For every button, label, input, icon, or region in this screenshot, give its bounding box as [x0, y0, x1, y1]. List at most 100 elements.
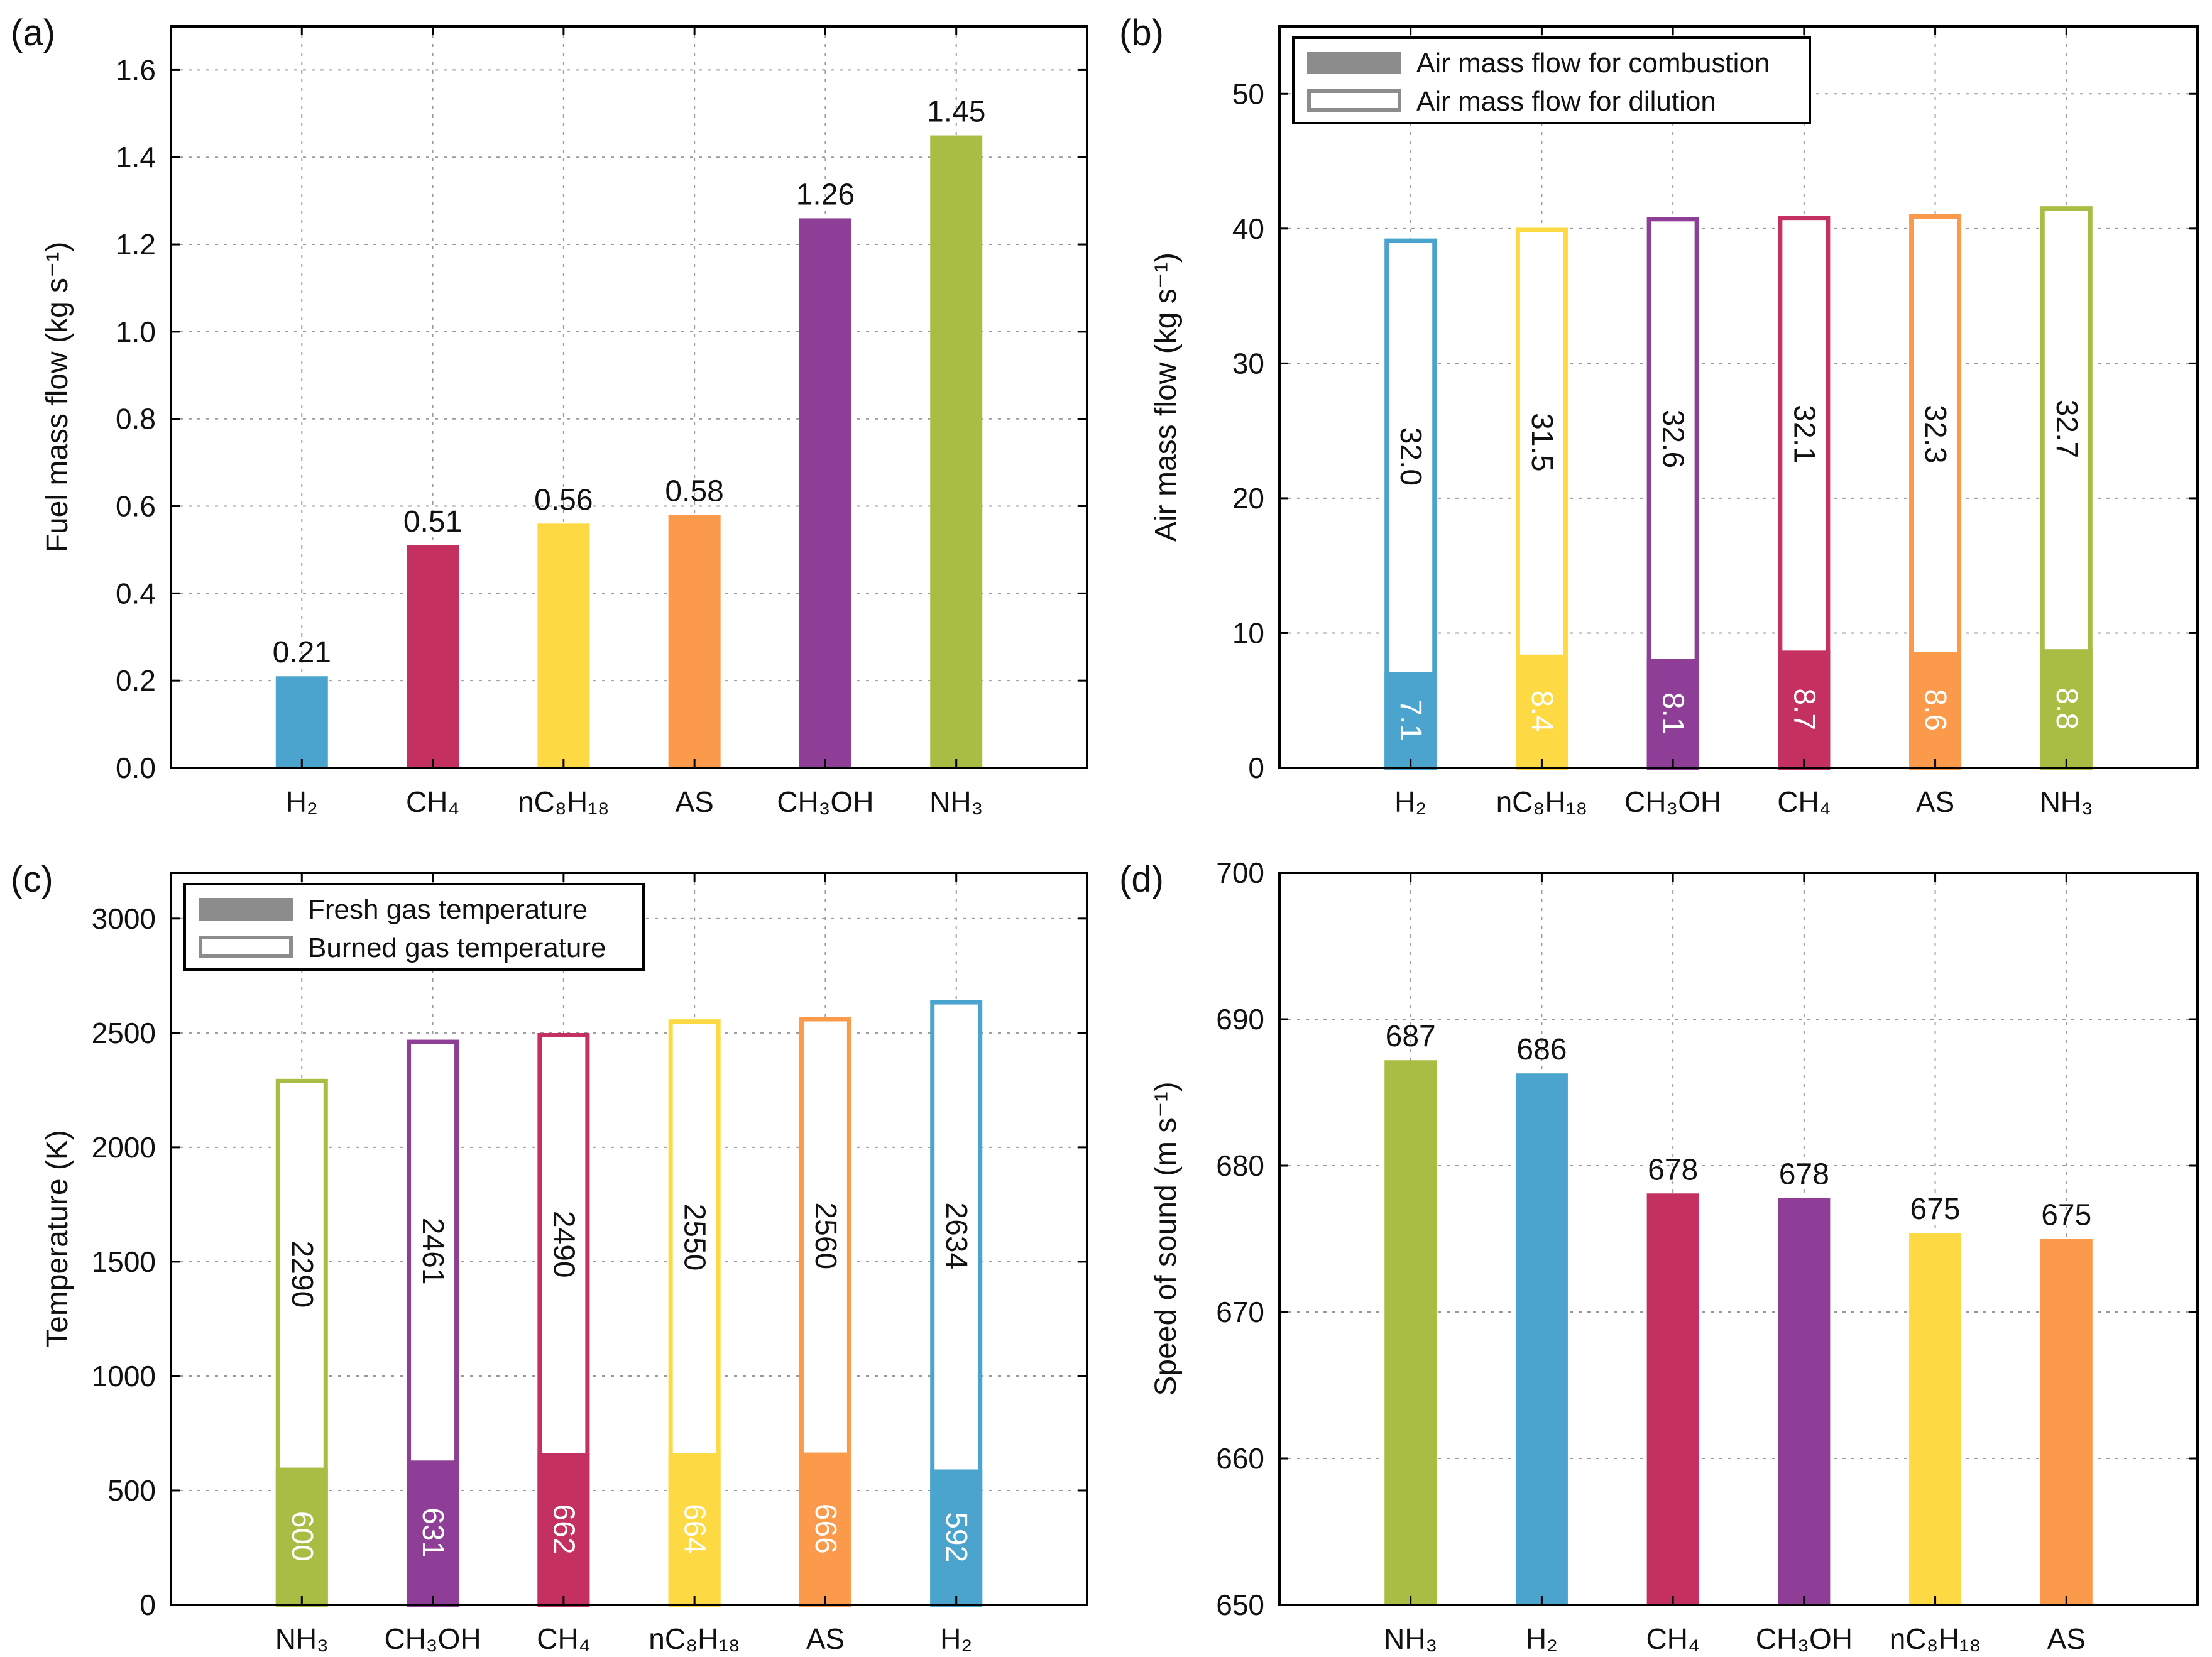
- bar-filled: [2040, 649, 2093, 768]
- panel-d: 687 686 678 678 675 675 650 660 670 680 690 700 NH₃ H…: [1119, 856, 2199, 1655]
- bar: [1384, 1060, 1437, 1605]
- x-tick-label: H₂: [286, 785, 318, 818]
- y-tick-label: 650: [1216, 1589, 1264, 1621]
- plot-frame: [1278, 872, 2199, 1606]
- plot-frame: [170, 25, 1088, 769]
- panel-a: 0.21 0.51 0.56 0.58 1.26 1.45 0.0 0.2 0.4 0.6 0.8 1…: [11, 13, 1088, 818]
- x-tick-label: H₂: [1526, 1622, 1558, 1655]
- x-tick-label: nC₈H₁₈: [649, 1622, 740, 1655]
- x-tick-label: nC₈H₁₈: [1496, 785, 1588, 818]
- filled-value-label: 8.6: [1919, 689, 1952, 731]
- outline-value-label: 32.3: [1919, 405, 1952, 463]
- bar-filled: [407, 1460, 459, 1605]
- legend-label: Air mass flow for dilution: [1416, 86, 1716, 117]
- y-tick-label: 1500: [92, 1245, 156, 1278]
- panel-label: (b): [1119, 13, 1164, 53]
- x-tick-label: AS: [2047, 1622, 2086, 1655]
- filled-value-label: 666: [809, 1504, 842, 1554]
- x-tick-label: CH₃OH: [1756, 1622, 1853, 1655]
- y-tick-label: 0.6: [116, 490, 156, 523]
- bar-value-label: 678: [1648, 1153, 1698, 1186]
- bar-value-label: 675: [1910, 1193, 1961, 1226]
- bar-filled: [275, 1467, 328, 1605]
- bar-value-label: 1.26: [796, 178, 855, 211]
- y-tick-label: 500: [107, 1474, 156, 1507]
- panel-label: (d): [1119, 859, 1164, 900]
- y-tick-label: 0: [1248, 752, 1264, 784]
- bar: [1515, 1073, 1568, 1605]
- bar-filled: [1909, 652, 1962, 768]
- panel-label: (a): [11, 13, 55, 53]
- bar: [1909, 1233, 1962, 1605]
- x-tick-label: nC₈H₁₈: [1890, 1622, 1981, 1655]
- x-tick-label: H₂: [1394, 785, 1426, 818]
- outline-value-label: 2560: [809, 1202, 842, 1269]
- bar-value-label: 675: [2041, 1199, 2091, 1232]
- y-tick-label: 1.6: [116, 53, 156, 86]
- legend-swatch-outline: [199, 936, 293, 958]
- x-tick-label: CH₃OH: [384, 1622, 481, 1655]
- bar-filled: [1778, 650, 1831, 768]
- filled-value-label: 8.4: [1525, 691, 1558, 733]
- legend-label: Air mass flow for combustion: [1416, 48, 1770, 79]
- bar: [668, 515, 721, 768]
- bar-value-label: 0.51: [403, 505, 462, 539]
- x-tick-label: CH₄: [1777, 785, 1831, 818]
- bar-filled: [799, 1452, 851, 1605]
- y-tick-label: 0: [140, 1589, 156, 1621]
- y-tick-label: 2500: [92, 1017, 156, 1049]
- y-tick-label: 3000: [92, 902, 156, 935]
- outline-value-label: 31.5: [1525, 413, 1558, 471]
- x-tick-label: NH₃: [2040, 785, 2093, 818]
- x-tick-label: CH₄: [406, 785, 459, 818]
- panel-label: (c): [11, 859, 53, 900]
- x-tick-label: H₂: [940, 1622, 972, 1655]
- legend-swatch-filled: [1307, 52, 1401, 74]
- y-tick-label: 10: [1232, 616, 1264, 649]
- filled-value-label: 664: [678, 1504, 711, 1554]
- legend-swatch-outline: [1307, 89, 1401, 112]
- filled-value-label: 8.1: [1656, 692, 1690, 735]
- outline-value-label: 2550: [678, 1204, 711, 1271]
- legend-label: Fresh gas temperature: [308, 894, 588, 925]
- bar: [275, 676, 328, 768]
- x-tick-label: CH₄: [537, 1622, 590, 1655]
- x-tick-label: AS: [806, 1622, 845, 1655]
- panel-c: 2290 600 2461 631 2490 662 2550 664 2560 666 2634 5…: [11, 859, 1088, 1655]
- x-tick-label: nC₈H₁₈: [518, 785, 610, 818]
- y-tick-label: 0.0: [116, 752, 156, 784]
- y-tick-label: 700: [1216, 856, 1264, 889]
- bar-value-label: 0.21: [273, 636, 331, 669]
- bar-filled: [668, 1453, 721, 1605]
- y-tick-label: 0.4: [116, 577, 156, 610]
- y-tick-label: 0.8: [116, 403, 156, 435]
- plot-frame: [1278, 25, 2199, 769]
- legend-swatch-filled: [199, 898, 293, 921]
- x-tick-label: CH₄: [1646, 1622, 1700, 1655]
- y-axis-label: Speed of sound (m s⁻¹): [1149, 1081, 1183, 1396]
- bar: [1646, 1193, 1699, 1605]
- bar-filled: [1384, 672, 1437, 768]
- plot-frame: [170, 872, 1088, 1606]
- bar-value-label: 687: [1386, 1020, 1436, 1053]
- y-tick-label: 30: [1232, 347, 1264, 380]
- x-tick-label: AS: [1916, 785, 1954, 818]
- y-axis-label: Temperature (K): [41, 1130, 74, 1348]
- x-tick-label: AS: [675, 785, 713, 818]
- outline-value-label: 2490: [547, 1211, 580, 1278]
- outline-value-label: 32.0: [1394, 427, 1427, 486]
- bar: [537, 523, 590, 768]
- outline-value-label: 32.7: [2050, 400, 2083, 458]
- y-tick-label: 2000: [92, 1131, 156, 1164]
- bar: [799, 218, 851, 768]
- y-tick-label: 1.2: [116, 228, 156, 261]
- outline-value-label: 2461: [416, 1218, 449, 1285]
- y-tick-label: 690: [1216, 1003, 1264, 1036]
- bar: [407, 545, 459, 768]
- filled-value-label: 8.7: [1787, 688, 1821, 730]
- bar-filled: [930, 1469, 983, 1605]
- y-tick-label: 680: [1216, 1149, 1264, 1182]
- bar-filled: [1515, 654, 1568, 768]
- outline-value-label: 2290: [285, 1241, 319, 1308]
- bar-filled: [537, 1453, 590, 1605]
